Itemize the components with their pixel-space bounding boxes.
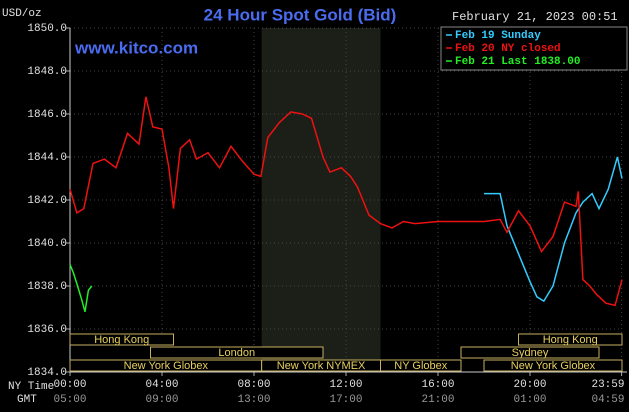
x-tick-label: 00:00 <box>53 379 86 391</box>
session-label: NY Globex <box>394 360 447 372</box>
y-tick-label: 1834.0 <box>27 367 67 379</box>
session-label: New York Globex <box>511 360 596 372</box>
session-bar <box>483 359 623 372</box>
session-bar <box>150 346 324 359</box>
price-line <box>69 264 93 312</box>
x-axis-label: GMT <box>17 394 37 406</box>
y-tick-label: 1840.0 <box>27 238 67 250</box>
x-tick-label-gmt: 05:00 <box>53 394 86 406</box>
session-label: Hong Kong <box>543 334 598 346</box>
x-tick-label: 20:00 <box>513 379 546 391</box>
x-tick-label-gmt: 04:59 <box>591 394 624 406</box>
session-label: London <box>218 347 255 359</box>
x-tick-label-gmt: 13:00 <box>237 394 270 406</box>
y-tick-label: 1848.0 <box>27 66 67 78</box>
timestamp: February 21, 2023 00:51 <box>452 10 618 24</box>
legend-box <box>440 26 628 71</box>
session-bar <box>518 333 623 346</box>
y-tick-label: 1836.0 <box>27 324 67 336</box>
legend-entry: Feb 20 NY closed <box>455 43 561 55</box>
x-tick-label-gmt: 21:00 <box>421 394 454 406</box>
x-tick-label: 16:00 <box>421 379 454 391</box>
session-label: Sydney <box>512 347 549 359</box>
session-label: Hong Kong <box>94 334 149 346</box>
legend-entry: Feb 21 Last 1838.00 <box>455 56 580 68</box>
x-tick-label-gmt: 09:00 <box>145 394 178 406</box>
subtitle: www.kitco.com <box>74 38 198 57</box>
price-line <box>484 156 623 303</box>
x-tick-label: 12:00 <box>329 379 362 391</box>
session-label: New York NYMEX <box>277 360 366 372</box>
x-tick-label-gmt: 01:00 <box>513 394 546 406</box>
session-bar <box>460 346 600 359</box>
y-tick-label: 1850.0 <box>27 23 67 35</box>
chart-title: 24 Hour Spot Gold (Bid) <box>204 5 397 24</box>
session-bar <box>69 333 174 346</box>
y-tick-label: 1846.0 <box>27 109 67 121</box>
shaded-region <box>261 28 381 372</box>
x-axis-label: NY Time <box>8 381 54 393</box>
x-tick-label: 08:00 <box>237 379 270 391</box>
session-label: New York Globex <box>124 360 209 372</box>
x-tick-label-gmt: 17:00 <box>329 394 362 406</box>
price-line <box>69 96 623 307</box>
y-axis-label: USD/oz <box>2 8 42 20</box>
session-bar <box>380 359 462 372</box>
legend-entry: Feb 19 Sunday <box>455 30 541 42</box>
y-tick-label: 1844.0 <box>27 152 67 164</box>
x-tick-label: 04:00 <box>145 379 178 391</box>
y-tick-label: 1838.0 <box>27 281 67 293</box>
y-tick-label: 1842.0 <box>27 195 67 207</box>
x-tick-label: 23:59 <box>591 379 624 391</box>
